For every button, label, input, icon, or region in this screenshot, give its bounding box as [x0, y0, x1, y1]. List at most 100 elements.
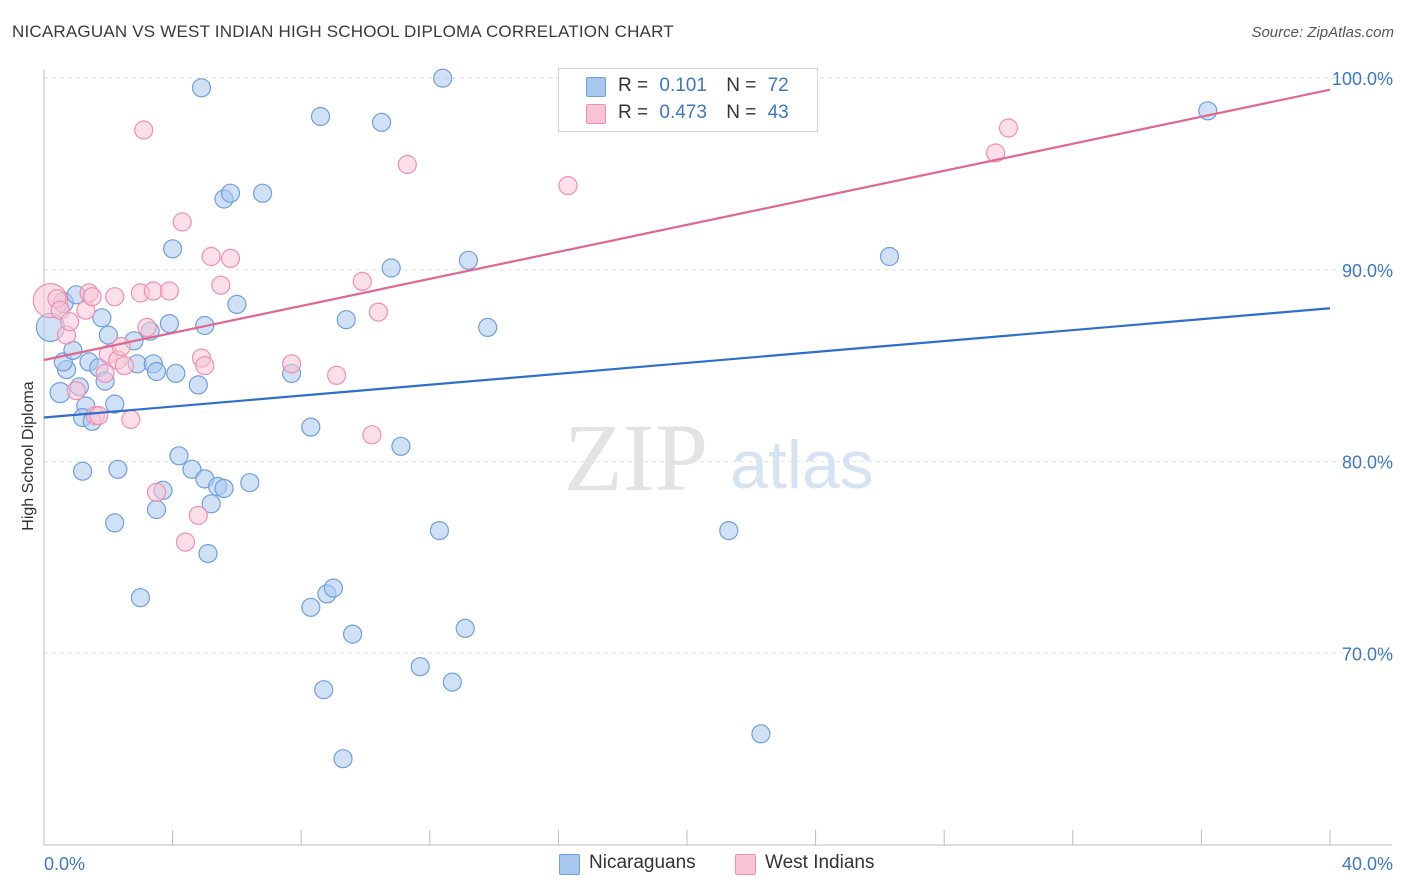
point-nicaraguans [323, 578, 343, 598]
point-nicaraguans [220, 183, 241, 203]
point-nicaraguans [166, 363, 186, 383]
point-west-indians [220, 248, 241, 268]
point-west-indians [146, 482, 167, 502]
point-nicaraguans [336, 310, 356, 330]
point-nicaraguans [72, 461, 93, 481]
n-value-west-indians: 43 [767, 102, 789, 123]
point-nicaraguans [381, 258, 401, 278]
point-nicaraguans [198, 543, 218, 564]
r-value-nicaraguans: 0.101 [659, 75, 707, 96]
axes [43, 70, 1392, 846]
point-nicaraguans [751, 724, 771, 744]
legend-swatch-west-indians [735, 854, 756, 875]
point-nicaraguans [146, 499, 167, 520]
point-nicaraguans [410, 657, 430, 677]
point-nicaraguans [182, 459, 202, 479]
point-west-indians [95, 363, 115, 383]
legend-label-west-indians: West Indians [765, 852, 875, 873]
point-west-indians [985, 143, 1006, 163]
point-west-indians [89, 406, 109, 426]
r-label: R = [618, 102, 649, 123]
point-west-indians [362, 425, 382, 445]
point-nicaraguans [105, 394, 125, 414]
point-nicaraguans [310, 106, 331, 127]
point-west-indians [60, 312, 80, 332]
point-nicaraguans [146, 361, 167, 382]
point-nicaraguans [455, 618, 475, 639]
point-west-indians [137, 317, 157, 337]
point-west-indians [195, 356, 215, 376]
point-west-indians [159, 281, 179, 301]
point-nicaraguans [105, 513, 125, 533]
r-value-west-indians: 0.473 [659, 102, 707, 123]
watermark-atlas: atlas [730, 427, 874, 503]
point-west-indians [998, 118, 1019, 138]
point-west-indians [82, 287, 102, 307]
point-west-indians [175, 532, 196, 552]
point-nicaraguans [333, 749, 353, 769]
point-nicaraguans [719, 520, 739, 541]
swatch-west-indians [586, 104, 606, 124]
point-nicaraguans [372, 112, 392, 132]
trend-line-nicaraguans [43, 307, 1331, 419]
source-credit: Source: ZipAtlas.com [1251, 24, 1394, 41]
x-tick-label: 40.0% [1342, 854, 1393, 874]
point-nicaraguans [240, 473, 260, 493]
point-west-indians [66, 381, 86, 401]
point-west-indians [211, 275, 231, 295]
legend-label-nicaraguans: Nicaraguans [589, 852, 696, 873]
point-west-indians [327, 365, 347, 385]
point-west-indians [201, 246, 221, 267]
point-west-indians [282, 354, 302, 374]
point-west-indians [114, 356, 135, 376]
point-nicaraguans [130, 588, 150, 608]
point-nicaraguans [458, 250, 478, 270]
watermark-zip: ZIP [564, 404, 708, 511]
point-nicaraguans [433, 68, 453, 88]
n-value-nicaraguans: 72 [767, 75, 789, 96]
point-west-indians [558, 176, 578, 196]
point-west-indians [368, 302, 388, 322]
y-tick-label: 90.0% [1342, 261, 1393, 281]
gridlines [44, 77, 1392, 654]
point-nicaraguans [92, 308, 112, 328]
point-nicaraguans [253, 183, 273, 203]
y-tick-label: 80.0% [1342, 453, 1393, 473]
point-west-indians [352, 271, 372, 291]
point-west-indians [111, 337, 131, 357]
point-west-indians [188, 505, 208, 525]
point-nicaraguans [391, 436, 411, 456]
stats-legend: R = 0.101 N = 72 R = 0.473 N = 43 [558, 68, 818, 132]
point-west-indians [134, 120, 154, 140]
y-tick-label: 70.0% [1342, 644, 1393, 664]
point-nicaraguans [301, 597, 321, 617]
point-nicaraguans [98, 325, 118, 345]
point-west-indians [397, 154, 417, 175]
point-nicaraguans [227, 294, 247, 314]
point-nicaraguans [879, 246, 900, 267]
point-nicaraguans [343, 624, 363, 644]
point-nicaraguans [163, 239, 183, 259]
n-label: N = [726, 102, 757, 123]
point-nicaraguans [478, 317, 498, 337]
point-west-indians [172, 212, 192, 232]
point-west-indians [121, 409, 141, 429]
r-label: R = [618, 75, 649, 96]
point-west-indians [143, 281, 163, 301]
n-label: N = [726, 75, 757, 96]
point-nicaraguans [429, 520, 449, 541]
tick-labels: 70.0% 80.0% 90.0% 100.0% 0.0% 40.0% [44, 69, 1393, 874]
point-west-indians [105, 287, 125, 307]
x-tick-label: 0.0% [44, 854, 85, 874]
legend-swatch-nicaraguans [559, 854, 580, 875]
point-nicaraguans [214, 478, 234, 498]
point-nicaraguans [108, 459, 128, 479]
point-nicaraguans [314, 680, 334, 700]
point-nicaraguans [169, 446, 189, 466]
point-nicaraguans [301, 417, 321, 437]
point-nicaraguans [442, 672, 462, 692]
trend-lines [43, 88, 1331, 419]
swatch-nicaraguans [586, 77, 606, 97]
chart-title: NICARAGUAN VS WEST INDIAN HIGH SCHOOL DI… [12, 22, 674, 41]
